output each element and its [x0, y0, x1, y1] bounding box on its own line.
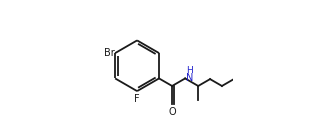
Text: Br: Br [104, 48, 114, 58]
Text: O: O [168, 107, 176, 116]
Text: F: F [134, 94, 140, 104]
Text: H: H [186, 66, 192, 75]
Text: N: N [186, 73, 193, 83]
